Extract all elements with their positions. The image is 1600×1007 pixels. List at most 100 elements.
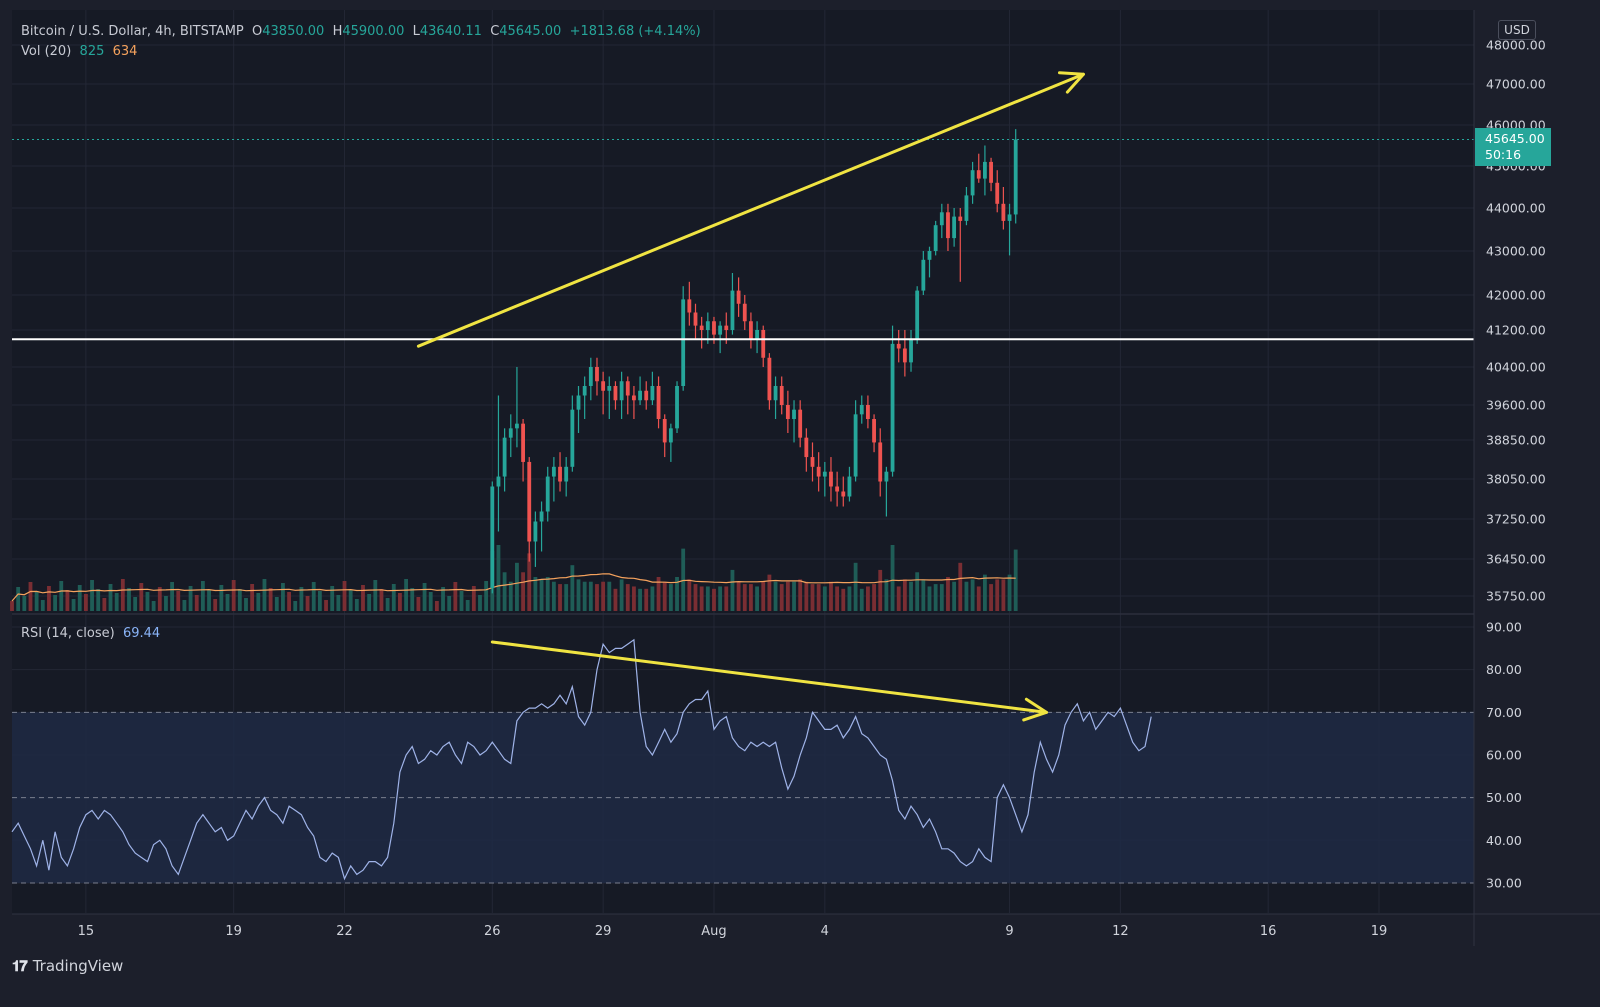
candle-body	[527, 461, 532, 542]
volume-bar	[736, 581, 741, 611]
volume-bar	[755, 586, 759, 611]
volume-bar	[970, 579, 975, 611]
candle-body	[632, 395, 636, 401]
open-value: 43850.00	[262, 24, 325, 39]
volume-bar	[1001, 579, 1006, 611]
price-tick-label: 44000.00	[1486, 201, 1546, 216]
volume-bar	[884, 579, 889, 611]
volume-bar	[1007, 574, 1012, 611]
high-value: 45900.00	[342, 24, 405, 39]
volume-bar	[114, 593, 119, 611]
volume-bar	[1013, 549, 1018, 611]
candle-body	[785, 405, 790, 419]
volume-bar	[194, 595, 199, 611]
currency-button[interactable]: USD	[1498, 20, 1536, 40]
candle-body	[983, 161, 987, 179]
rsi-tick-label: 40.00	[1486, 833, 1522, 848]
volume-bar	[127, 588, 131, 611]
volume-bar	[921, 579, 926, 611]
volume-bar	[274, 597, 279, 611]
volume-bar	[582, 581, 587, 611]
volume-bar	[521, 572, 525, 611]
volume-bar	[527, 553, 532, 611]
price-tick-label: 36450.00	[1486, 552, 1546, 567]
volume-bar	[822, 586, 827, 611]
price-tick-label: 38850.00	[1486, 433, 1546, 448]
volume-bar	[281, 583, 285, 611]
volume-bar	[835, 586, 840, 611]
candle-body	[755, 330, 759, 340]
volume-bar	[902, 579, 907, 611]
volume-bar	[459, 591, 464, 611]
last-price-value: 45645.00	[1485, 131, 1545, 146]
volume-bar	[182, 600, 187, 611]
last-price-badge: 45645.00 50:16	[1475, 128, 1551, 166]
volume-bar	[976, 586, 981, 611]
candle-body	[792, 409, 796, 419]
candle-body	[1007, 214, 1012, 221]
volume-bar	[40, 600, 45, 611]
volume-bar	[170, 582, 175, 611]
low-label: L	[412, 24, 420, 39]
volume-bar	[847, 586, 852, 611]
volume-bar	[946, 577, 950, 611]
rsi-line	[11, 638, 1152, 881]
volume-bar	[687, 579, 692, 611]
candle-body	[515, 423, 519, 429]
candle-body	[798, 409, 803, 438]
rsi-value: 69.44	[122, 626, 161, 641]
candle-body	[730, 290, 735, 330]
candle-body	[490, 486, 495, 589]
candle-body	[816, 466, 821, 477]
rsi-tick-label: 70.00	[1486, 705, 1522, 720]
candle-body	[545, 476, 550, 512]
price-tick-label: 42000.00	[1486, 288, 1546, 303]
volume-bar	[742, 584, 747, 611]
x-tick-label: 19	[1371, 924, 1388, 939]
candle-body	[601, 381, 606, 391]
volume-bar	[989, 584, 993, 611]
rsi-tick-label: 50.00	[1486, 790, 1522, 805]
volume-bar	[348, 590, 353, 611]
volume-bar	[915, 572, 920, 611]
volume-bar	[767, 574, 772, 611]
price-tick-label: 48000.00	[1486, 38, 1546, 53]
candle-body	[619, 381, 624, 401]
x-tick-label: 4	[821, 924, 829, 939]
volume-bar	[268, 588, 273, 611]
price-tick-label: 37250.00	[1486, 512, 1546, 527]
brand-watermark[interactable]: 𝟏𝟕 TradingView	[12, 957, 123, 975]
candle-body	[946, 212, 950, 239]
volume-bar	[502, 572, 507, 611]
volume-bar	[157, 587, 162, 611]
volume-bar	[330, 586, 335, 611]
volume-bar	[139, 583, 144, 611]
volume-bar	[607, 581, 612, 611]
volume-bar	[10, 601, 14, 611]
candle-body	[761, 330, 766, 358]
volume-bar	[398, 593, 402, 611]
volume-bar	[102, 598, 107, 611]
volume-bar	[595, 584, 599, 611]
candle-body	[859, 405, 864, 415]
x-tick-label: Aug	[701, 924, 726, 939]
volume-ma-line	[11, 573, 1016, 602]
volume-bar	[428, 592, 433, 611]
volume-bar	[478, 595, 482, 611]
volume-bar	[995, 579, 1000, 611]
x-tick-label: 15	[78, 924, 95, 939]
volume-bar	[878, 569, 883, 611]
volume-bar	[656, 577, 661, 611]
volume-bar	[588, 581, 593, 611]
volume-bar	[262, 579, 267, 611]
volume-bar	[632, 586, 636, 611]
volume-bar	[638, 588, 642, 611]
volume-bar	[890, 545, 895, 611]
candle-body	[872, 419, 876, 443]
candle-body	[521, 423, 525, 462]
candle-body	[847, 476, 852, 497]
candle-body	[705, 321, 710, 330]
candle-body	[902, 348, 907, 363]
volume-bar	[508, 581, 513, 611]
candle-body	[570, 409, 575, 467]
